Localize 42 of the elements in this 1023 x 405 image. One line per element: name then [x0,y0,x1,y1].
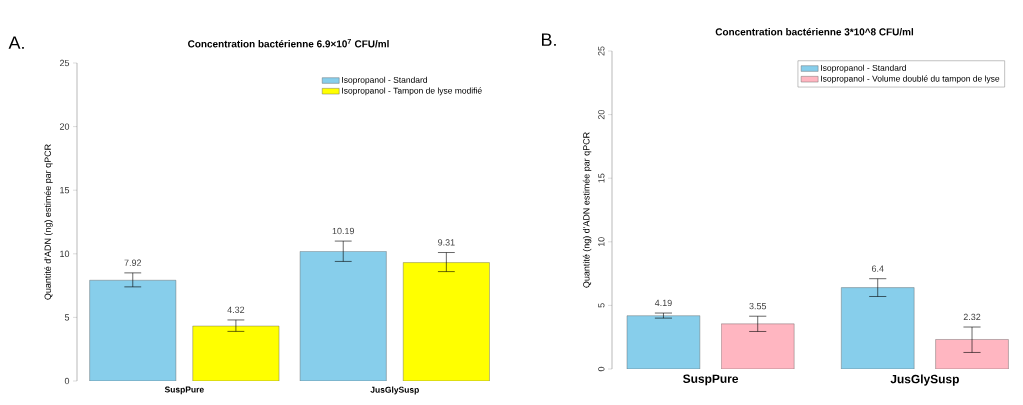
y-tick-label: 0 [598,366,605,372]
y-tick-label: 0 [64,377,70,385]
data-label: 7.92 [124,259,142,266]
chart-title: Concentration bactérienne 3*10^8 CFU/ml [715,27,914,36]
bar [403,262,490,381]
data-label: 2.32 [963,313,981,321]
data-label: 3.55 [749,302,767,310]
y-axis-title: Quantité (ng) d'ADN estimée par qPCR [582,132,592,288]
y-tick-label: 5 [64,314,70,321]
bar [192,325,280,381]
legend-label: Isopropanol - Standard [821,64,906,73]
data-label: 4.32 [227,306,245,314]
y-tick-label: 10 [60,250,70,257]
y-tick-label: 5 [598,303,605,308]
data-label: 9.31 [438,239,455,246]
x-tick-label: JusGlySusp [890,374,959,386]
bar [935,339,1009,369]
y-tick-label: 20 [59,123,70,130]
y-tick-label: 20 [598,109,605,120]
legend-label: Isopropanol - Standard [342,76,427,85]
legend-label: Isopropanol - Tampon de lyse modifié [342,87,482,96]
data-label: 10.19 [332,227,355,235]
y-tick-label: 25 [598,46,605,56]
data-label: 6.4 [871,265,884,272]
y-tick-label: 15 [60,187,70,194]
data-label: 4.19 [654,299,672,307]
text: A. [8,36,24,49]
legend-label: Isopropanol - Volume doublé du tampon de lyse [821,75,1000,84]
y-tick-label: 15 [598,173,605,183]
y-tick-label: 10 [598,237,605,247]
bar [626,315,701,369]
y-tick-label: 25 [59,59,70,67]
bar [299,251,387,381]
x-tick-label: SuspPure [683,374,739,386]
x-tick-label: JusGlySusp [370,386,419,395]
bar [89,280,177,381]
text: B. [541,33,556,46]
y-axis-title: Quantité d'ADN (ng) estimée par qPCR [44,144,53,300]
x-tick-label: SuspPure [164,386,204,395]
bar [841,287,915,369]
bar [721,323,795,369]
chart-title: Concentration bactérienne 6.9×10$^{7}$ CFU/ml [188,38,389,48]
